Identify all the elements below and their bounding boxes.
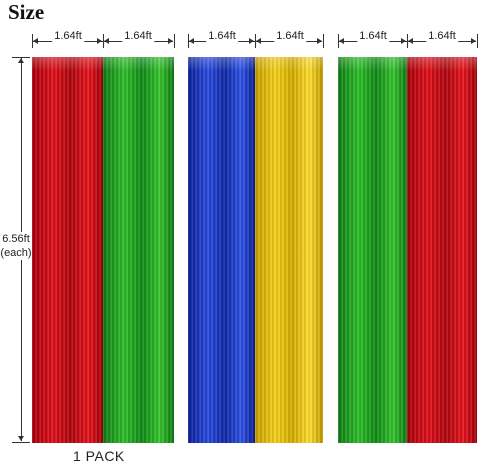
height-label: 6.56ft (each): [0, 232, 32, 260]
width-label: 1.64ft: [426, 30, 458, 42]
pack-label: 1 PACK: [73, 448, 125, 464]
width-label: 1.64ft: [122, 30, 154, 42]
red-curtain-panel: [407, 57, 477, 443]
width-label: 1.64ft: [274, 30, 306, 42]
width-label: 1.64ft: [357, 30, 389, 42]
width-label: 1.64ft: [206, 30, 238, 42]
width-label: 1.64ft: [52, 30, 84, 42]
green-curtain-panel: [103, 57, 174, 443]
green-curtain-panel: [338, 57, 407, 443]
red-curtain-panel: [32, 57, 103, 443]
page-title: Size: [8, 0, 45, 24]
blue-curtain-panel: [188, 57, 255, 443]
yellow-curtain-panel: [255, 57, 323, 443]
